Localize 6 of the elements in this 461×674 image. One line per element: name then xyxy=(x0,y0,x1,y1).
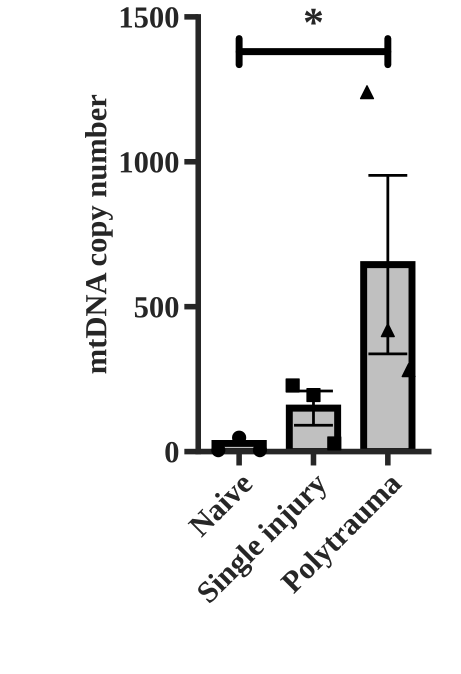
annotation: * xyxy=(304,8,322,24)
y-tick-label: 1500 xyxy=(120,7,178,28)
y-tick-label: 1000 xyxy=(120,152,178,173)
y-axis-title: mtDNA copy number xyxy=(85,94,113,374)
y-tick-label: 500 xyxy=(134,296,178,318)
y-tick-label: 0 xyxy=(165,442,178,462)
